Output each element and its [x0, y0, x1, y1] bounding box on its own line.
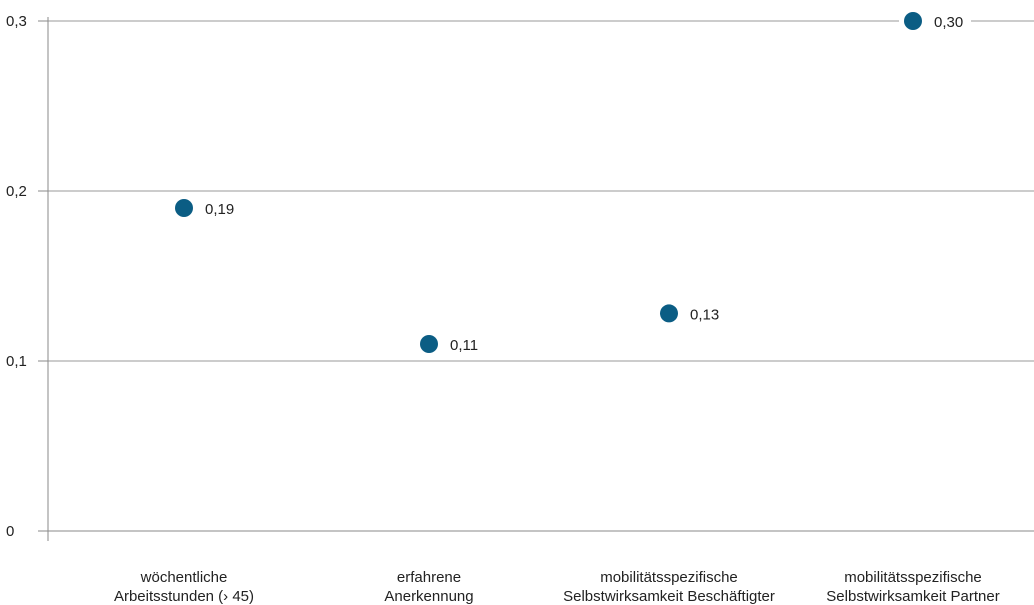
- y-tick-label: 0,3: [6, 13, 27, 30]
- category-label: Selbstwirksamkeit Partner: [826, 588, 999, 605]
- data-point: [175, 199, 193, 217]
- label-layer: 0 0,1 0,2 0,3 wöchentliche Arbeitsstunden (› …: [6, 13, 1000, 605]
- y-tick-label: 0,1: [6, 353, 27, 370]
- data-point: [420, 335, 438, 353]
- axis-layer: [38, 17, 1034, 541]
- data-label: 0,30: [934, 14, 963, 31]
- data-point: [904, 12, 922, 30]
- grid-layer: [48, 13, 1034, 362]
- data-label: 0,19: [205, 201, 234, 218]
- point-layer: [175, 12, 922, 353]
- data-point: [660, 304, 678, 323]
- category-label: erfahrene: [397, 569, 461, 586]
- category-label: mobilitätsspezifische: [844, 569, 982, 586]
- category-label: Anerkennung: [384, 588, 473, 605]
- category-label: Selbstwirksamkeit Beschäftigter: [563, 588, 775, 605]
- category-label: wöchentliche: [140, 569, 228, 586]
- category-label: Arbeitsstunden (› 45): [114, 588, 254, 605]
- y-tick-label: 0: [6, 523, 14, 540]
- data-label: 0,13: [690, 306, 719, 323]
- category-label: mobilitätsspezifische: [600, 569, 738, 586]
- y-tick-label: 0,2: [6, 183, 27, 200]
- data-label: 0,11: [450, 337, 478, 354]
